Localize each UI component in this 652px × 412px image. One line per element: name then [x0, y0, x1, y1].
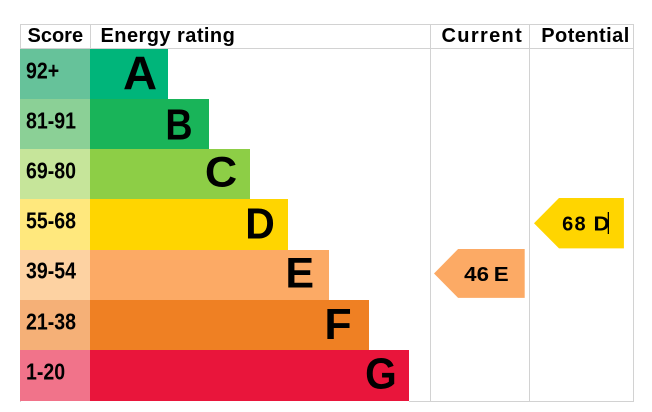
svg-text:46: 46 [464, 264, 489, 286]
svg-text:D: D [594, 213, 610, 235]
svg-text:68: 68 [562, 213, 587, 235]
svg-text:E: E [493, 264, 508, 286]
